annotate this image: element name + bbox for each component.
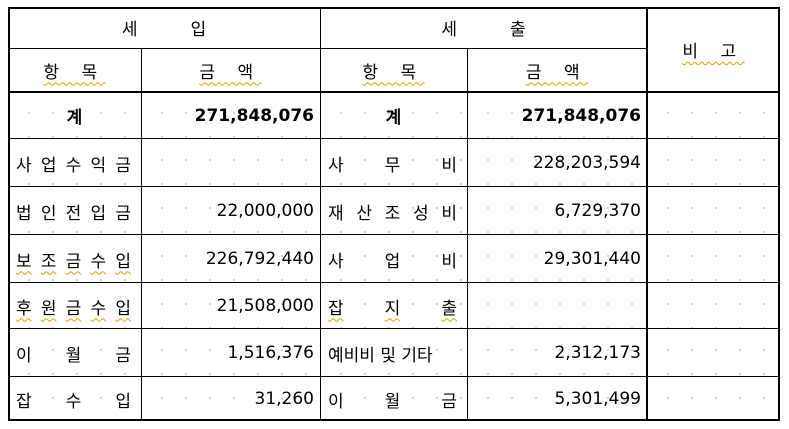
- expense-total-text: 계: [385, 108, 402, 128]
- remarks-cell: [647, 377, 780, 421]
- expense-total-label: 계: [320, 92, 467, 139]
- row-rule: [8, 282, 780, 283]
- expense-item-label: 예비비 및 기타: [328, 345, 433, 366]
- revenue-amount-value: 22,000,000: [216, 201, 314, 221]
- revenue-amount-cell: 226,792,440: [141, 235, 320, 283]
- expense-total-amount: 271,848,076: [467, 92, 647, 139]
- row-rule: [8, 234, 780, 235]
- row-rule: [8, 376, 780, 377]
- col-rule: [141, 48, 142, 421]
- revenue-amount-cell: 22,000,000: [141, 187, 320, 235]
- remarks-header: 비 고: [647, 7, 780, 92]
- expense-total-value: 271,848,076: [521, 105, 641, 126]
- expense-amount-header: 금 액: [467, 48, 647, 92]
- revenue-amount-cell: [141, 139, 320, 187]
- revenue-amount-value: 226,792,440: [205, 249, 314, 269]
- expense-amount-cell: 29,301,440: [467, 235, 647, 283]
- revenue-amount-cell: 31,260: [141, 377, 320, 421]
- header-bottom-rule: [8, 91, 780, 93]
- expense-header-label: 세 출: [441, 20, 550, 40]
- header-mid-rule: [8, 48, 647, 49]
- remarks-cell: [647, 283, 780, 329]
- border-bottom: [8, 419, 780, 421]
- expense-amount-cell: 2,312,173: [467, 329, 647, 377]
- expense-item-cell: 예비비 및 기타: [320, 329, 467, 377]
- col-rule: [646, 7, 648, 421]
- row-rule: [8, 328, 780, 329]
- revenue-amount-value: 21,508,000: [216, 296, 314, 316]
- col-rule: [320, 7, 321, 421]
- expense-amount-cell: 5,301,499: [467, 377, 647, 421]
- expense-amount-value: 2,312,173: [554, 343, 641, 363]
- revenue-amount-header: 금 액: [141, 48, 320, 92]
- expense-item-header: 항 목: [320, 48, 467, 92]
- revenue-item-header-label: 항 목: [43, 62, 106, 83]
- expense-header: 세 출: [320, 7, 647, 48]
- expense-item-header-label: 항 목: [362, 62, 425, 83]
- remarks-cell: [647, 235, 780, 283]
- row-rule: [8, 138, 780, 139]
- revenue-header-label: 세 입: [121, 20, 230, 40]
- row-rule: [8, 186, 780, 187]
- expense-amount-value: 6,729,370: [554, 201, 641, 221]
- expense-amount-value: 5,301,499: [554, 389, 641, 409]
- remarks-cell: [647, 187, 780, 235]
- revenue-amount-header-label: 금 액: [199, 62, 262, 83]
- expense-amount-value: 29,301,440: [543, 249, 641, 269]
- revenue-total-value: 271,848,076: [194, 105, 314, 126]
- expense-amount-header-label: 금 액: [525, 62, 589, 83]
- border-right: [778, 7, 780, 421]
- remarks-cell: [647, 329, 780, 377]
- revenue-amount-value: 1,516,376: [227, 343, 314, 363]
- col-rule: [467, 48, 468, 421]
- revenue-item-header: 항 목: [8, 48, 141, 92]
- expense-amount-cell: 228,203,594: [467, 139, 647, 187]
- revenue-header: 세 입: [8, 7, 320, 48]
- revenue-total-label: 계: [8, 92, 141, 139]
- revenue-amount-value: 31,260: [254, 389, 314, 409]
- border-left: [8, 7, 10, 421]
- expense-amount-cell: [467, 283, 647, 329]
- revenue-total-text: 계: [66, 108, 83, 128]
- border-top: [8, 7, 780, 9]
- remarks-header-label: 비 고: [682, 42, 745, 62]
- revenue-total-amount: 271,848,076: [141, 92, 320, 139]
- revenue-amount-cell: 1,516,376: [141, 329, 320, 377]
- expense-amount-value: 228,203,594: [532, 153, 641, 173]
- revenue-amount-cell: 21,508,000: [141, 283, 320, 329]
- budget-table: 세 입 세 출 비 고 항 목 금 액 항 목 금 액 계 271,848,07…: [8, 7, 780, 421]
- expense-amount-cell: 6,729,370: [467, 187, 647, 235]
- remarks-total: [647, 92, 780, 139]
- remarks-cell: [647, 139, 780, 187]
